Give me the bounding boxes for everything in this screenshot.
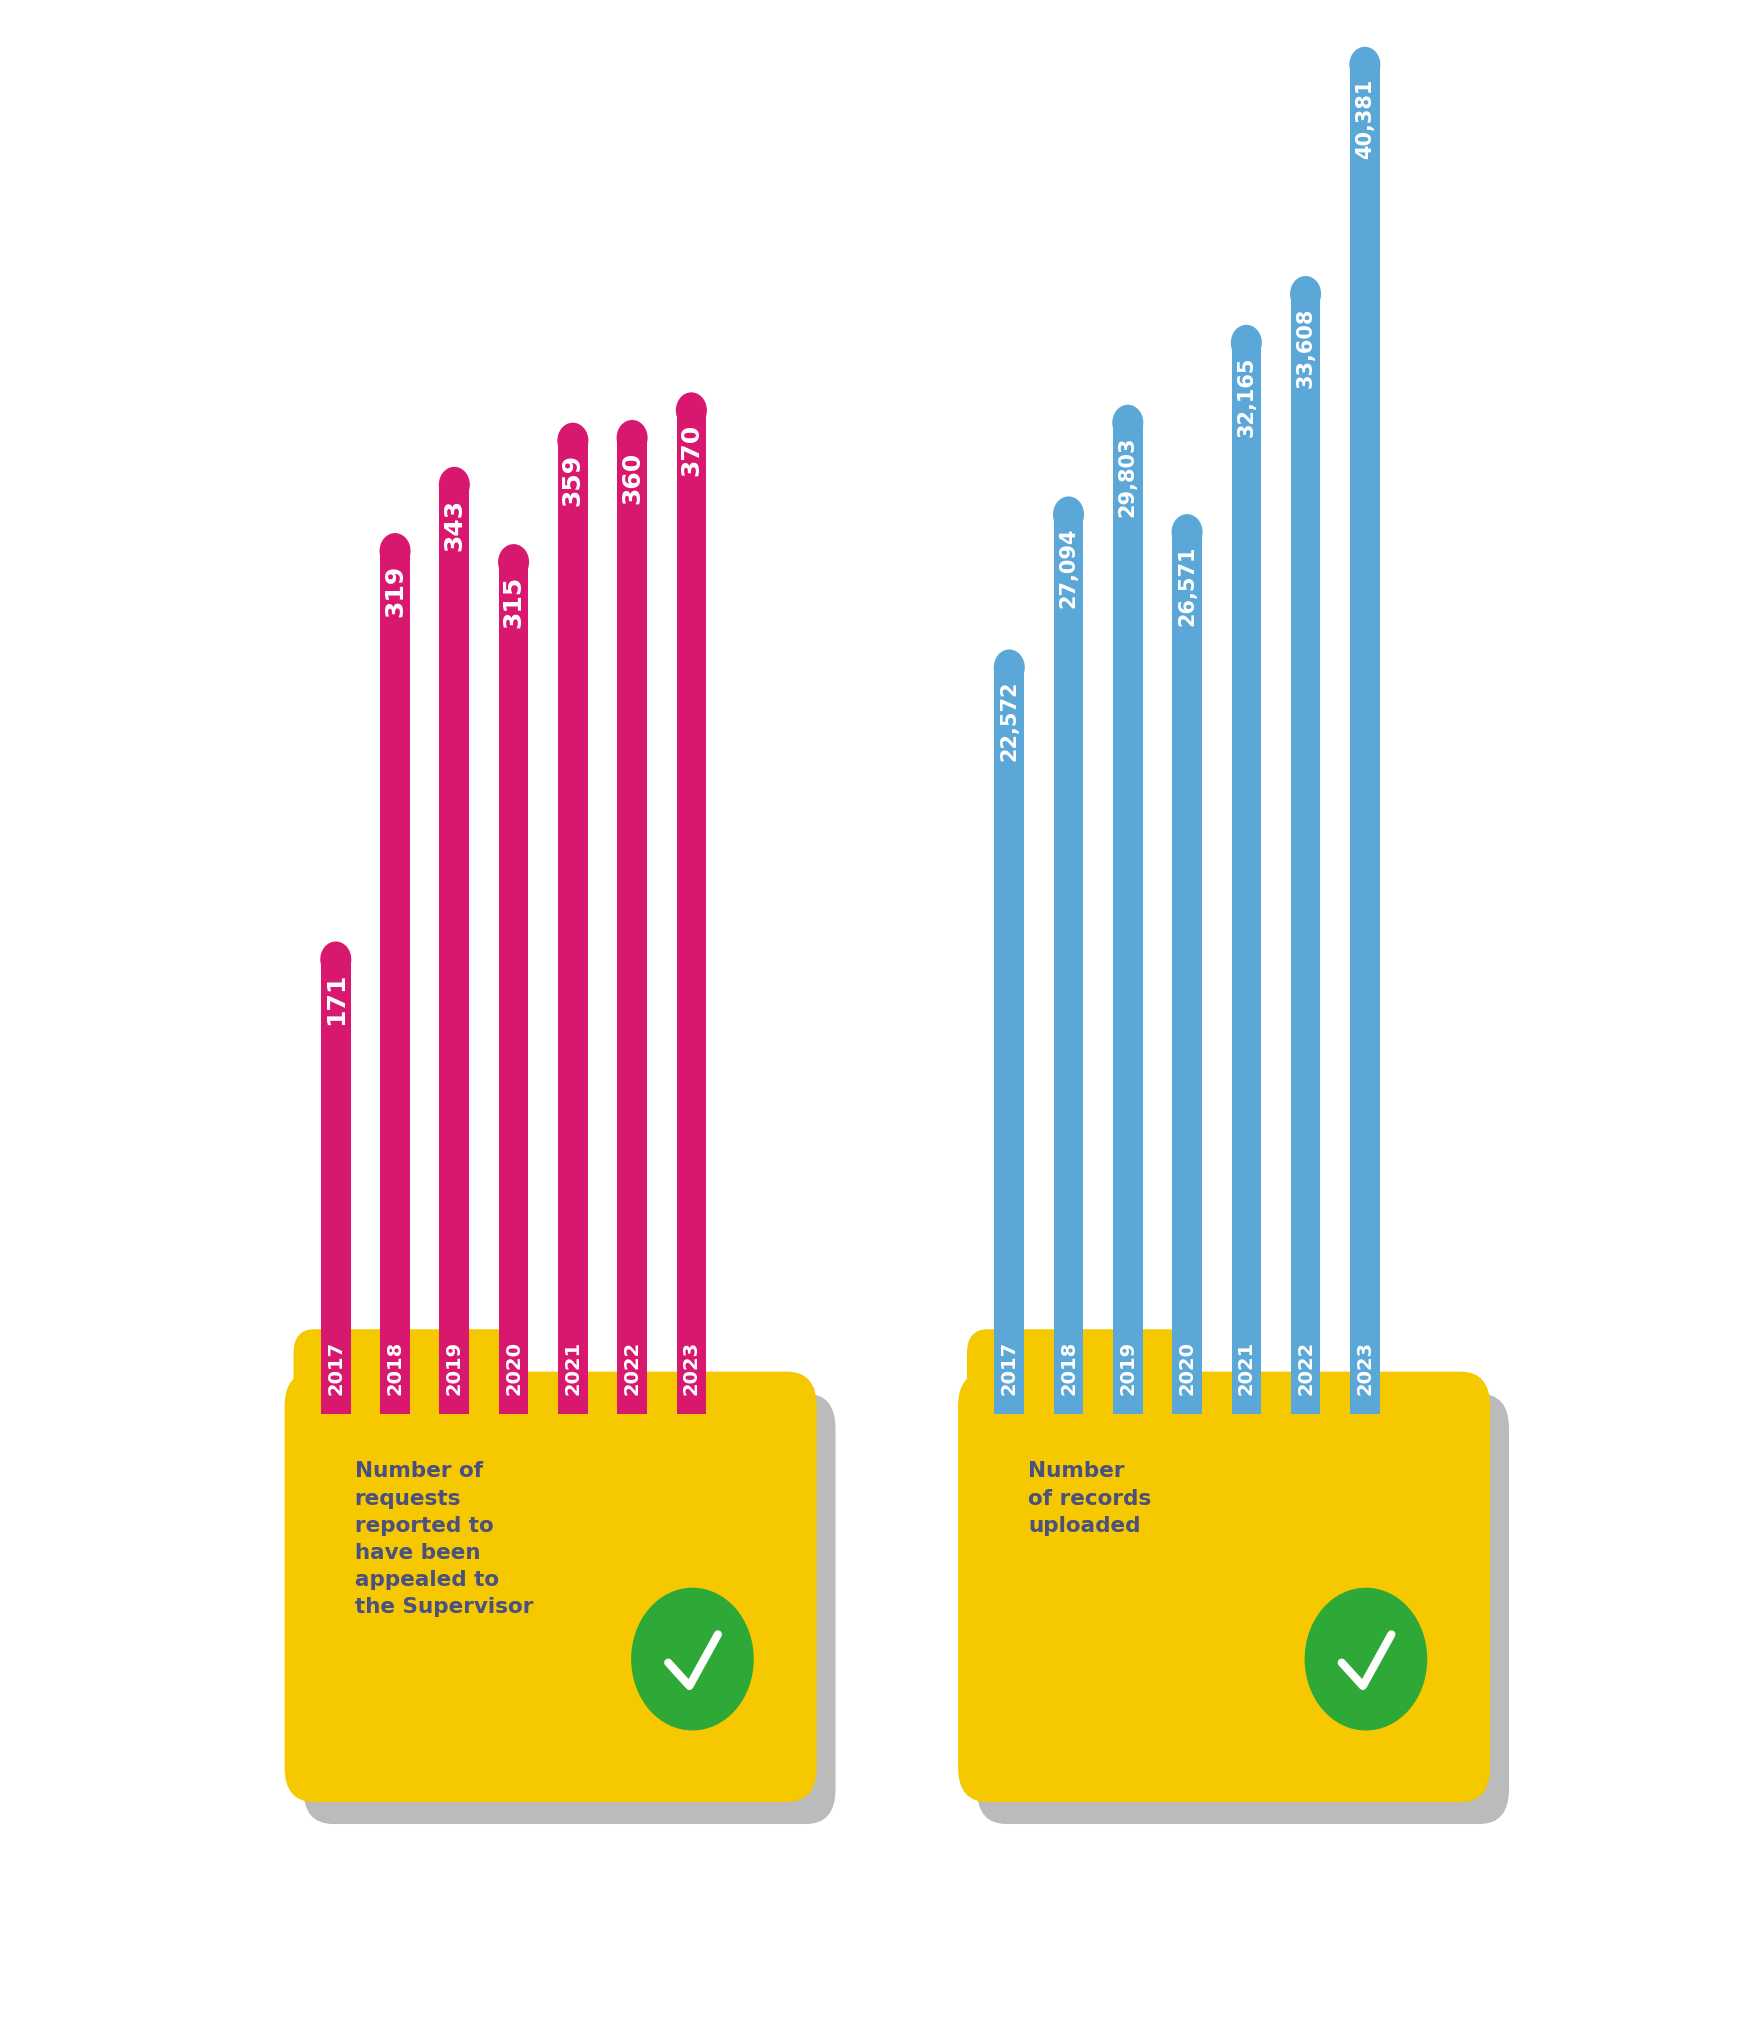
Bar	[1291, 296, 1321, 1415]
Text: 2021: 2021	[1237, 1340, 1257, 1395]
Bar	[1232, 345, 1262, 1415]
Text: 27,094: 27,094	[1058, 528, 1079, 608]
Text: Number
of records
uploaded: Number of records uploaded	[1029, 1460, 1151, 1535]
FancyBboxPatch shape	[977, 1395, 1509, 1825]
Text: 32,165: 32,165	[1236, 357, 1257, 436]
Bar	[440, 485, 469, 1415]
Bar	[322, 960, 351, 1415]
Circle shape	[558, 424, 587, 459]
Text: Number of
requests
reported to
have been
appealed to
the Supervisor: Number of requests reported to have been…	[355, 1460, 534, 1617]
Circle shape	[1053, 498, 1083, 532]
Text: 319: 319	[382, 565, 407, 616]
Bar	[1171, 532, 1203, 1415]
Text: 29,803: 29,803	[1118, 436, 1138, 516]
Text: 2023: 2023	[681, 1340, 700, 1395]
Text: 22,572: 22,572	[999, 681, 1018, 761]
Bar	[617, 438, 647, 1415]
Text: 359: 359	[561, 455, 586, 506]
Text: 315: 315	[502, 575, 525, 628]
Text: 2021: 2021	[563, 1340, 582, 1395]
Text: 171: 171	[323, 973, 348, 1026]
Text: 40,381: 40,381	[1356, 77, 1375, 159]
Circle shape	[1350, 49, 1380, 84]
Bar	[1053, 516, 1083, 1415]
FancyBboxPatch shape	[966, 1329, 1189, 1448]
Bar	[676, 412, 706, 1415]
Text: 343: 343	[441, 498, 466, 551]
Text: 2022: 2022	[622, 1340, 641, 1395]
Bar	[558, 440, 587, 1415]
Bar	[499, 563, 528, 1415]
Bar	[1112, 424, 1142, 1415]
Text: 370: 370	[680, 424, 704, 475]
Text: 26,571: 26,571	[1177, 544, 1197, 626]
Text: 2020: 2020	[1178, 1340, 1196, 1395]
Circle shape	[1171, 516, 1203, 551]
FancyBboxPatch shape	[958, 1372, 1489, 1802]
FancyBboxPatch shape	[285, 1372, 817, 1802]
Text: 33,608: 33,608	[1295, 308, 1316, 387]
Circle shape	[440, 469, 469, 504]
Bar	[381, 553, 410, 1415]
Circle shape	[1291, 277, 1321, 312]
Circle shape	[617, 422, 647, 457]
Circle shape	[1232, 326, 1262, 361]
Circle shape	[676, 394, 706, 428]
Text: 2022: 2022	[1297, 1340, 1316, 1395]
Circle shape	[1112, 406, 1142, 440]
Text: 2017: 2017	[999, 1340, 1018, 1395]
Text: 2023: 2023	[1356, 1340, 1375, 1395]
Text: 2019: 2019	[1118, 1340, 1137, 1395]
Circle shape	[994, 650, 1024, 685]
Text: 2020: 2020	[504, 1340, 523, 1395]
Circle shape	[1305, 1588, 1427, 1729]
Text: 2018: 2018	[1058, 1340, 1078, 1395]
Text: 360: 360	[620, 451, 645, 504]
Text: 2018: 2018	[386, 1340, 405, 1395]
Bar	[994, 669, 1024, 1415]
Text: 2019: 2019	[445, 1340, 464, 1395]
Circle shape	[322, 942, 351, 977]
Text: 2017: 2017	[327, 1340, 346, 1395]
Circle shape	[499, 546, 528, 579]
FancyBboxPatch shape	[294, 1329, 514, 1448]
Bar	[1350, 65, 1380, 1415]
FancyBboxPatch shape	[304, 1395, 836, 1825]
Circle shape	[633, 1588, 753, 1729]
Circle shape	[381, 534, 410, 569]
